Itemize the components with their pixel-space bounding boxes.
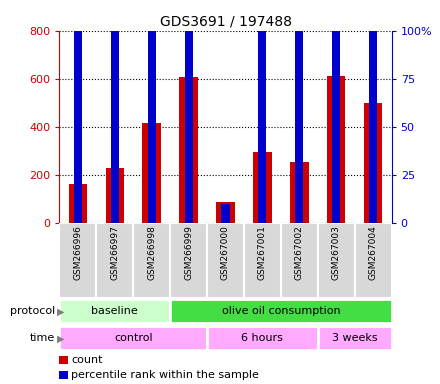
Text: percentile rank within the sample: percentile rank within the sample xyxy=(71,370,259,380)
Bar xyxy=(355,223,392,298)
Text: baseline: baseline xyxy=(92,306,138,316)
Bar xyxy=(318,223,355,298)
Bar xyxy=(244,223,281,298)
Bar xyxy=(216,202,235,223)
Bar xyxy=(258,0,267,223)
Text: ▶: ▶ xyxy=(57,333,65,343)
Text: GSM267004: GSM267004 xyxy=(369,225,378,280)
Bar xyxy=(170,300,392,323)
Text: ▶: ▶ xyxy=(57,306,65,316)
Bar xyxy=(59,371,68,379)
Text: GSM267001: GSM267001 xyxy=(258,225,267,280)
Bar xyxy=(69,184,87,223)
Text: protocol: protocol xyxy=(10,306,55,316)
Bar xyxy=(184,0,193,223)
Bar xyxy=(281,223,318,298)
Bar xyxy=(59,326,207,350)
Bar xyxy=(96,223,133,298)
Bar xyxy=(290,162,308,223)
Bar xyxy=(111,0,119,223)
Bar xyxy=(253,152,271,223)
Bar xyxy=(221,204,230,223)
Text: olive oil consumption: olive oil consumption xyxy=(222,306,340,316)
Bar xyxy=(207,223,244,298)
Bar xyxy=(207,326,318,350)
Bar xyxy=(327,76,345,223)
Text: GSM267000: GSM267000 xyxy=(221,225,230,280)
Bar xyxy=(318,326,392,350)
Bar xyxy=(332,0,340,223)
Text: 3 weeks: 3 weeks xyxy=(332,333,378,343)
Bar xyxy=(143,123,161,223)
Title: GDS3691 / 197488: GDS3691 / 197488 xyxy=(160,14,291,28)
Bar xyxy=(59,300,170,323)
Text: time: time xyxy=(30,333,55,343)
Text: GSM266998: GSM266998 xyxy=(147,225,156,280)
Text: GSM266999: GSM266999 xyxy=(184,225,193,280)
Bar xyxy=(133,223,170,298)
Bar xyxy=(369,0,377,223)
Text: control: control xyxy=(114,333,153,343)
Text: GSM266997: GSM266997 xyxy=(110,225,119,280)
Bar xyxy=(59,223,96,298)
Text: GSM267002: GSM267002 xyxy=(295,225,304,280)
Bar xyxy=(59,356,68,364)
Bar xyxy=(147,0,156,223)
Text: 6 hours: 6 hours xyxy=(242,333,283,343)
Bar xyxy=(74,0,82,223)
Bar xyxy=(170,223,207,298)
Text: count: count xyxy=(71,355,103,365)
Bar xyxy=(180,77,198,223)
Text: GSM267003: GSM267003 xyxy=(332,225,341,280)
Bar xyxy=(295,0,304,223)
Text: GSM266996: GSM266996 xyxy=(73,225,82,280)
Bar xyxy=(364,103,382,223)
Bar xyxy=(106,167,124,223)
